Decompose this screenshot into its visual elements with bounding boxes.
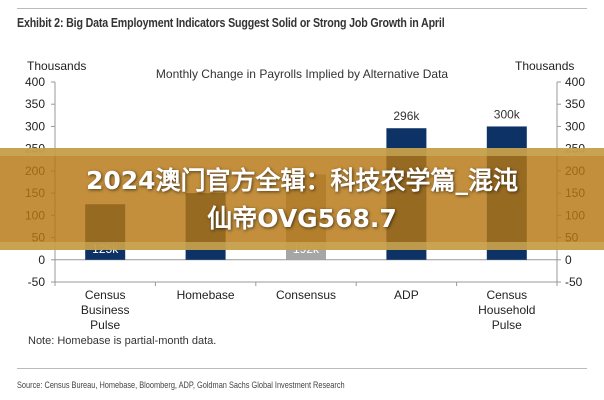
source-text: Source: Census Bureau, Homebase, Bloombe… bbox=[17, 380, 345, 390]
overlay-band-top bbox=[0, 148, 604, 156]
left-tick-label: 400 bbox=[25, 75, 45, 89]
category-label: ADP bbox=[394, 288, 419, 302]
category-label: Census bbox=[486, 288, 527, 302]
right-tick-label: 0 bbox=[565, 253, 572, 267]
category-label: Business bbox=[81, 303, 130, 317]
right-tick-label: 350 bbox=[565, 97, 585, 111]
right-axis-units: Thousands bbox=[515, 59, 575, 73]
data-label: 300k bbox=[494, 107, 521, 121]
left-tick-label: 0 bbox=[38, 253, 45, 267]
category-label: Pulse bbox=[492, 318, 522, 332]
overlay-text: 2024澳门官方全辑：科技农学篇_混沌 仙帝OVG568.7 bbox=[0, 162, 604, 238]
exhibit-title: Exhibit 2: Big Data Employment Indicator… bbox=[17, 15, 445, 30]
category-label: Homebase bbox=[177, 288, 235, 302]
right-tick-label: 400 bbox=[565, 75, 585, 89]
right-tick-label: 300 bbox=[565, 119, 585, 133]
overlay-line-1: 2024澳门官方全辑：科技农学篇_混沌 bbox=[85, 166, 519, 195]
top-rule bbox=[17, 8, 587, 9]
data-label: 296k bbox=[393, 109, 420, 123]
chart-title: Monthly Change in Payrolls Implied by Al… bbox=[155, 67, 449, 81]
left-tick-label: -50 bbox=[28, 275, 46, 289]
overlay-line-2: 仙帝OVG568.7 bbox=[207, 204, 397, 233]
right-tick-label: -50 bbox=[565, 275, 583, 289]
category-label: Household bbox=[478, 303, 535, 317]
left-tick-label: 350 bbox=[25, 97, 45, 111]
category-label: Census bbox=[85, 288, 126, 302]
overlay-banner bbox=[0, 148, 604, 250]
bottom-rule bbox=[17, 368, 587, 369]
chart-note: Note: Homebase is partial-month data. bbox=[28, 335, 217, 347]
overlay-band-bottom bbox=[0, 242, 604, 250]
category-label: Pulse bbox=[90, 318, 120, 332]
category-label: Consensus bbox=[276, 288, 336, 302]
left-axis-units: Thousands bbox=[27, 59, 87, 73]
left-tick-label: 300 bbox=[25, 119, 45, 133]
